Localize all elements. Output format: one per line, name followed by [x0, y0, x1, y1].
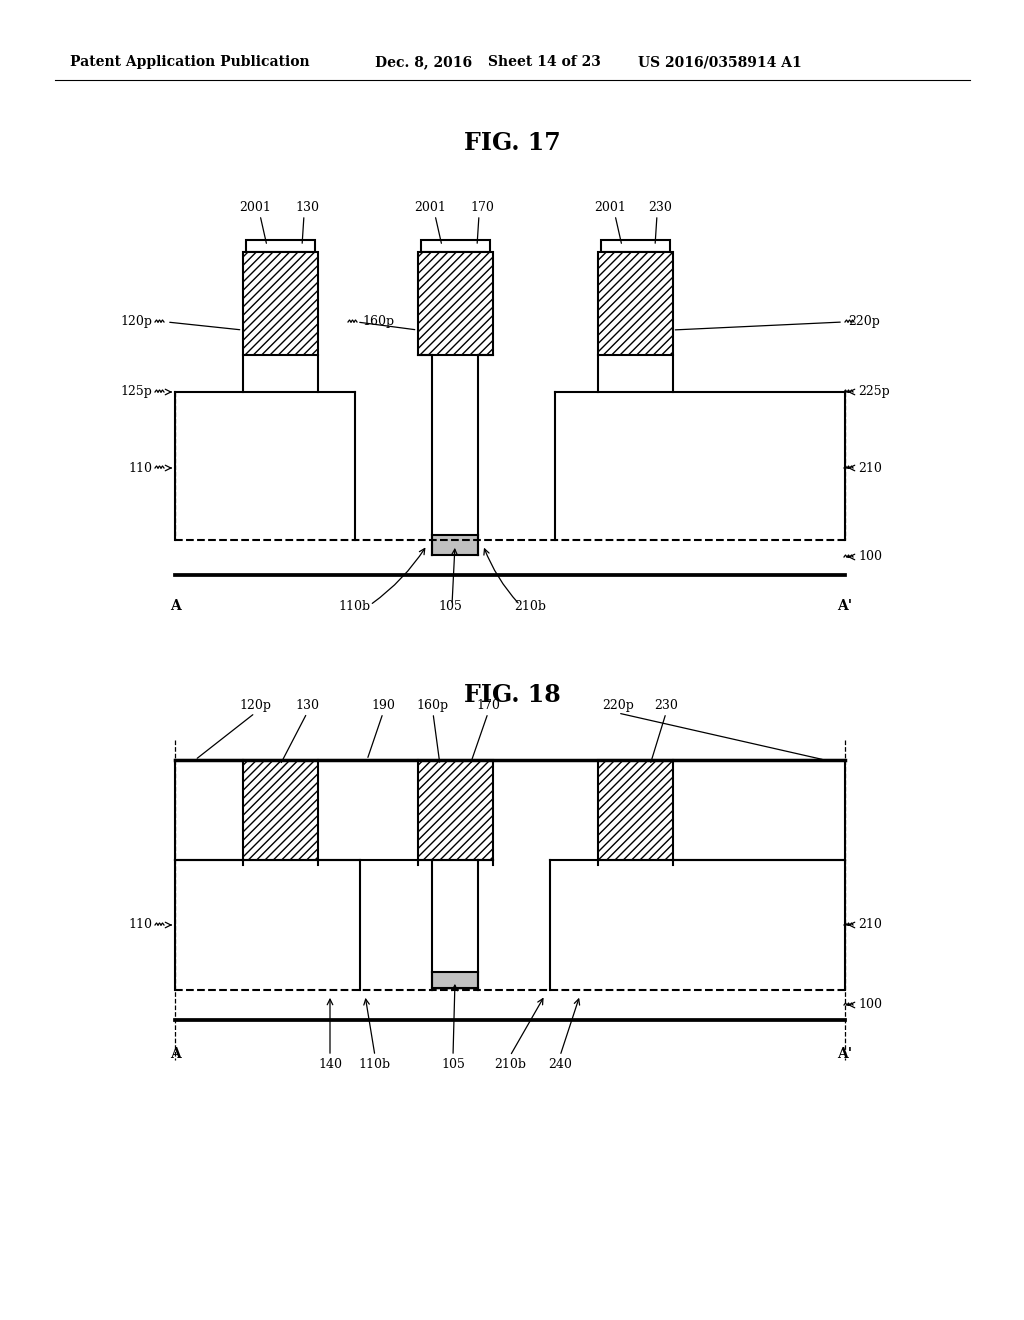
Text: 240: 240	[548, 1059, 572, 1071]
Text: 110b: 110b	[359, 1059, 391, 1071]
Text: 110: 110	[128, 919, 152, 932]
Text: A': A'	[838, 599, 853, 612]
Text: 100: 100	[858, 550, 882, 564]
Bar	[597, 760, 673, 861]
Text: 210: 210	[858, 462, 882, 474]
Text: 170: 170	[470, 201, 494, 214]
Text: 110: 110	[128, 462, 152, 474]
Text: 210: 210	[858, 919, 882, 932]
Text: 140: 140	[318, 1059, 342, 1071]
Text: 110b: 110b	[339, 601, 371, 612]
Bar	[243, 760, 317, 861]
Text: 100: 100	[858, 998, 882, 1011]
Text: 160p: 160p	[362, 315, 394, 329]
Text: A: A	[170, 1047, 180, 1061]
Text: 160p: 160p	[417, 700, 450, 711]
FancyBboxPatch shape	[600, 240, 670, 252]
Text: Dec. 8, 2016: Dec. 8, 2016	[375, 55, 472, 69]
Text: 130: 130	[295, 700, 319, 711]
Bar	[432, 535, 478, 554]
Text: 2001: 2001	[594, 201, 626, 214]
Text: 105: 105	[441, 1059, 465, 1071]
Text: 220p: 220p	[602, 700, 634, 711]
Text: 2001: 2001	[239, 201, 271, 214]
Text: FIG. 17: FIG. 17	[464, 131, 560, 154]
Text: 125p: 125p	[120, 385, 152, 399]
Text: 220p: 220p	[848, 315, 880, 329]
Text: 210b: 210b	[494, 1059, 526, 1071]
FancyBboxPatch shape	[246, 240, 314, 252]
Text: Patent Application Publication: Patent Application Publication	[70, 55, 309, 69]
Text: 2001: 2001	[414, 201, 445, 214]
Bar	[418, 760, 493, 861]
Text: 105: 105	[438, 601, 462, 612]
Text: US 2016/0358914 A1: US 2016/0358914 A1	[638, 55, 802, 69]
FancyBboxPatch shape	[421, 240, 489, 252]
Text: 170: 170	[476, 700, 500, 711]
Text: A': A'	[838, 1047, 853, 1061]
Text: 120p: 120p	[120, 315, 152, 329]
Bar	[243, 252, 317, 355]
Text: 225p: 225p	[858, 385, 890, 399]
Text: 120p: 120p	[239, 700, 271, 711]
Text: 210b: 210b	[514, 601, 546, 612]
Text: 230: 230	[654, 700, 678, 711]
Text: 190: 190	[371, 700, 395, 711]
Bar	[432, 972, 478, 990]
Text: FIG. 18: FIG. 18	[464, 682, 560, 708]
Text: A: A	[170, 599, 180, 612]
Text: Sheet 14 of 23: Sheet 14 of 23	[488, 55, 601, 69]
Bar	[418, 252, 493, 355]
Bar	[597, 252, 673, 355]
Text: 130: 130	[295, 201, 319, 214]
Text: 230: 230	[648, 201, 672, 214]
